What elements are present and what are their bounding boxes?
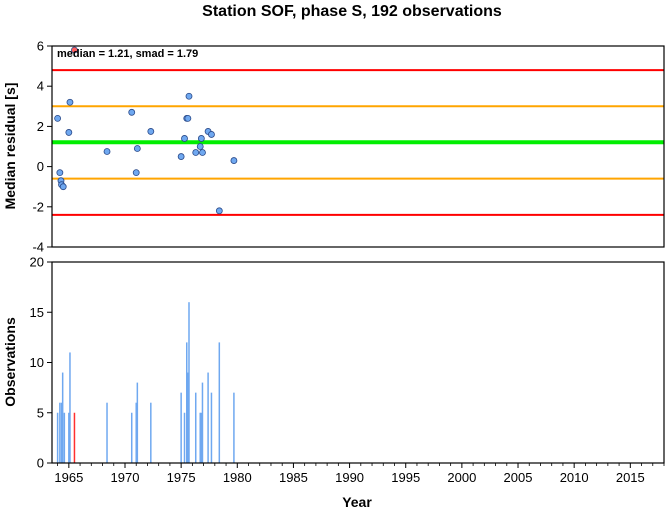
y-tick-label: 4: [37, 79, 44, 94]
x-tick-label: 1990: [335, 470, 364, 485]
observation-bar: [106, 402, 108, 463]
x-tick-label: 2000: [447, 470, 476, 485]
residual-point: [66, 98, 74, 106]
year-x-axis-label: Year: [342, 494, 372, 510]
residual-point: [71, 46, 78, 54]
observation-bar: [183, 412, 186, 463]
residual-point: [192, 149, 200, 156]
x-tick-label: 1980: [223, 470, 252, 485]
x-tick-label: 2005: [504, 470, 533, 485]
residual-point: [197, 135, 205, 142]
residual-point: [132, 169, 140, 177]
residual-point: [65, 129, 73, 136]
observation-bars: [56, 302, 235, 463]
observations-y-ticks: 0 5 10 15 20: [30, 255, 52, 471]
observation-bar: [68, 412, 70, 463]
observation-bar: [56, 412, 59, 463]
observation-bar: [59, 402, 61, 463]
y-tick-label: -4: [32, 240, 44, 255]
observation-bar: [63, 412, 66, 463]
residual-y-axis-label: Median residual [s]: [2, 83, 18, 210]
x-tick-label: 1985: [279, 470, 308, 485]
observation-bar: [207, 372, 209, 463]
median-annotation: median = 1.21, smad = 1.79: [57, 48, 198, 60]
residual-point: [147, 128, 155, 135]
x-tick-label: 2010: [560, 470, 589, 485]
x-tick-label: 1965: [54, 470, 83, 485]
observation-bar: [233, 392, 235, 463]
y-tick-label: 2: [37, 119, 44, 134]
observation-bar: [130, 412, 133, 463]
residual-point: [59, 183, 67, 191]
residual-plot-frame: [51, 45, 665, 248]
residual-point: [103, 148, 111, 155]
y-tick-label: 10: [30, 355, 44, 370]
observation-bar: [210, 392, 213, 463]
y-tick-label: 0: [37, 456, 44, 471]
y-tick-label: 15: [30, 305, 44, 320]
residual-points: [54, 46, 238, 215]
residual-point: [128, 108, 136, 116]
y-tick-label: 0: [37, 159, 44, 174]
y-tick-label: 20: [30, 255, 44, 270]
y-tick-label: -2: [32, 199, 44, 214]
observation-bar: [73, 412, 76, 463]
residual-y-ticks: -4 -2 0 2 4 6: [32, 39, 52, 255]
observations-panel: 0 5 10 15 20 1965 1970 1975 1980 1985 1990 1995 200…: [2, 255, 665, 510]
observation-bar: [186, 342, 188, 463]
observation-bar: [61, 372, 64, 463]
chart-title: Station SOF, phase S, 192 observations: [202, 3, 502, 20]
residual-point: [230, 157, 238, 164]
observation-bar: [60, 402, 63, 463]
residual-point: [181, 135, 188, 142]
residual-point: [215, 207, 223, 215]
observation-bar: [150, 402, 152, 463]
x-tick-label: 2015: [616, 470, 645, 485]
residual-panel: -4 -2 0 2 4 6 median = 1.21, smad = 1.79 Medi…: [2, 39, 665, 255]
observation-bar: [199, 412, 201, 463]
observations-plot-frame: [51, 261, 665, 464]
observation-bar: [201, 382, 204, 463]
observation-bar: [180, 392, 182, 463]
residual-point: [177, 153, 185, 160]
y-tick-label: 5: [37, 405, 44, 420]
observation-bar: [69, 352, 71, 463]
observation-bar: [218, 342, 221, 463]
residual-point: [208, 131, 215, 138]
observation-bar: [136, 382, 139, 463]
observation-bar: [135, 402, 137, 463]
observation-bar: [187, 372, 189, 463]
observation-bar: [200, 412, 203, 463]
x-tick-label: 1970: [111, 470, 140, 485]
observations-y-axis-label: Observations: [2, 317, 18, 407]
x-tick-label: 1995: [391, 470, 420, 485]
observation-bar: [194, 392, 197, 463]
residual-point: [185, 92, 193, 100]
x-tick-label: 1975: [167, 470, 196, 485]
residual-point: [196, 143, 204, 150]
residual-point: [133, 145, 141, 152]
observation-bar: [188, 302, 190, 463]
residual-point: [199, 149, 206, 156]
residual-point: [54, 114, 62, 122]
year-x-ticks: 1965 1970 1975 1980 1985 1990 1995 2000 2005 2010…: [54, 463, 665, 485]
reference-lines: [52, 69, 664, 216]
residual-point: [184, 114, 192, 122]
y-tick-label: 6: [37, 39, 44, 54]
residual-point: [56, 169, 64, 177]
